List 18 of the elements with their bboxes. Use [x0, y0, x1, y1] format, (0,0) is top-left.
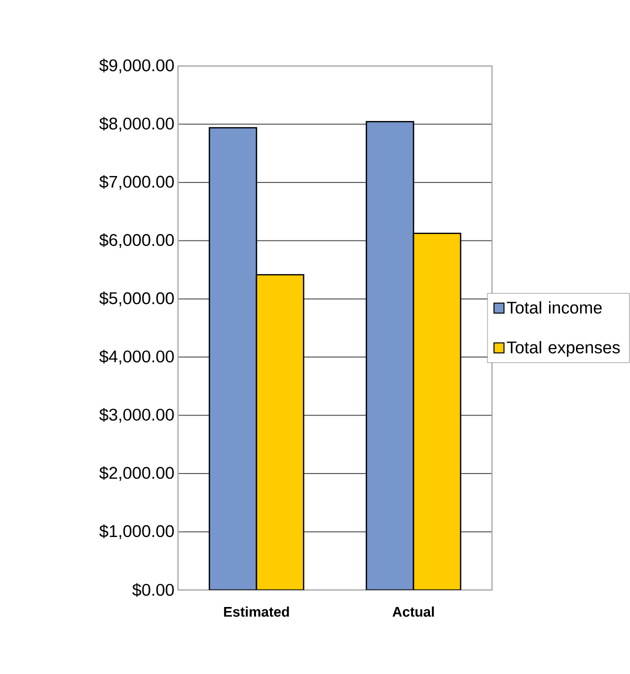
bar — [366, 120, 414, 590]
y-tick-label: $3,000.00 — [99, 408, 174, 423]
y-tick-label: $1,000.00 — [99, 524, 174, 540]
bar — [208, 127, 258, 590]
y-tick-label: $7,000.00 — [99, 175, 174, 190]
y-tick-label: $4,000.00 — [99, 350, 174, 364]
y-tick-label: $0.00 — [132, 583, 174, 597]
x-tick-label: Estimated — [224, 606, 289, 617]
bar — [256, 274, 304, 590]
x-tick-label: Actual — [392, 606, 434, 617]
y-tick-label: $2,000.00 — [99, 466, 174, 481]
legend-label: Total income — [506, 301, 602, 314]
legend-label: Total expenses — [506, 341, 620, 357]
bar — [412, 232, 462, 590]
y-tick-label: $9,000.00 — [99, 58, 174, 74]
y-tick-label: $5,000.00 — [99, 292, 174, 306]
y-tick-label: $8,000.00 — [99, 116, 174, 132]
y-tick-label: $6,000.00 — [99, 233, 174, 248]
